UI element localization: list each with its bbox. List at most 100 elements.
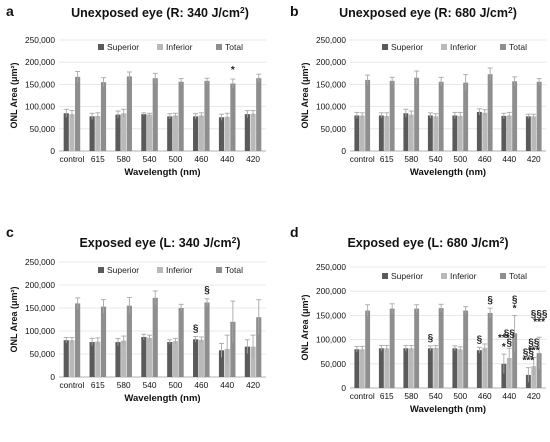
x-tick-label: 615 [91,154,105,164]
chart-title-superscript: 2 [508,5,513,15]
bar-superior-580 [115,342,121,377]
chart-panel-a: a Unexposed eye (R: 340 J/cm2) 0 50,000 100,… [6,3,266,178]
bar-inferior-540 [146,114,153,151]
x-axis-label: Wavelength (nm) [124,393,200,404]
bar-total-440 [512,333,518,388]
bar-total-440 [512,81,518,151]
bar-inferior-440 [506,115,512,151]
bar-superior-540 [141,114,147,151]
bar-total-500 [463,82,469,151]
legend-swatch-superior [98,267,104,273]
bar-inferior-580 [121,113,127,151]
bar-total-540 [438,81,444,151]
x-axis-label: Wavelength (nm) [410,167,486,178]
bar-total-500 [463,310,469,388]
chart-title-superscript: 2 [500,235,505,245]
bar-superior-500 [452,115,458,151]
bar-inferior-615 [95,341,101,377]
chart-panel-d: d Exposed eye (L: 680 J/cm2) 0 50,000 100,00… [290,224,548,415]
x-tick-label: control [59,380,84,390]
x-tick-label: 615 [380,154,394,164]
panel-letter: c [6,224,14,240]
bar-superior-540 [427,115,433,151]
bar-superior-460 [476,350,482,388]
y-tick-label: 150,000 [316,79,346,89]
x-tick-label: 420 [246,154,260,164]
x-tick-label: 500 [453,154,467,164]
bar-total-420 [256,78,262,151]
significance-marker: * [513,303,517,314]
bar-total-500 [178,81,184,151]
bar-superior-500 [452,348,458,388]
chart-title-end: ) [245,6,249,20]
x-tick-label: 440 [502,154,516,164]
bar-total-615 [100,82,107,151]
bar-total-580 [414,77,420,151]
legend-swatch-total [216,267,222,273]
bar-superior-420 [244,114,250,151]
bar-inferior-615 [384,348,390,388]
y-tick-label: 100,000 [25,326,55,336]
legend-swatch-total [216,44,222,50]
chart-title-main: Unexposed eye (R: 340 J/cm [71,6,240,20]
bar-inferior-460 [482,112,488,151]
y-tick-label: 200,000 [316,57,346,67]
chart-title-main: Unexposed eye (R: 680 J/cm [339,6,508,20]
chart-title-end: ) [513,6,517,20]
legend-swatch-inferior [157,267,163,273]
y-tick-label: 50,000 [321,124,347,134]
bar-total-420 [536,81,542,151]
legend-label-inferior: Inferior [166,265,193,275]
bar-superior-460 [193,116,199,151]
chart-title: Unexposed eye (R: 680 J/cm2) [339,5,517,20]
y-axis-label: ONL Area (μm²) [300,294,310,360]
bar-superior-615 [378,115,384,151]
bar-total-460 [204,302,210,377]
bar-superior-500 [167,116,173,151]
bar-inferior-460 [482,347,488,388]
y-tick-label: 0 [50,146,55,156]
x-axis-label: Wavelength (nm) [410,404,486,415]
legend-swatch-inferior [157,44,163,50]
x-tick-label: 440 [220,380,234,390]
legend-label-superior: Superior [107,42,139,52]
significance-marker: §§§ [531,309,548,320]
bar-inferior-control [359,115,365,151]
bar-superior-control [63,340,69,377]
significance-marker: * [502,342,506,353]
y-axis-label: ONL Area (μm²) [9,286,19,352]
significance-marker: *** [528,346,540,357]
y-tick-label: 250,000 [316,35,346,45]
bar-total-control [75,303,81,377]
bar-inferior-460 [198,115,204,151]
x-tick-label: 540 [143,380,157,390]
bar-inferior-580 [408,114,414,151]
bar-superior-420 [525,116,531,151]
y-tick-label: 200,000 [25,280,55,290]
panel-letter: b [290,3,299,19]
legend-swatch-superior [98,44,104,50]
significance-marker: § [204,285,210,296]
y-tick-label: 250,000 [25,257,55,267]
bar-superior-615 [89,116,95,151]
bar-superior-460 [193,339,199,377]
y-tick-label: 0 [341,383,346,393]
significance-marker: § [506,337,512,348]
significance-marker: * [231,65,235,76]
y-tick-label: 50,000 [321,359,347,369]
legend-label-inferior: Inferior [166,42,193,52]
chart-title-superscript: 2 [240,5,245,15]
bar-inferior-440 [224,348,230,377]
bar-superior-control [354,349,360,388]
significance-marker: § [487,295,493,306]
bar-inferior-440 [224,116,230,151]
y-tick-label: 0 [50,372,55,382]
bar-total-615 [389,80,395,151]
chart-title-main: Exposed eye (L: 340 J/cm [79,236,231,250]
x-tick-label: control [350,154,375,164]
panel-letter: d [290,224,299,240]
x-tick-label: 500 [169,380,183,390]
bar-total-460 [487,312,493,388]
y-tick-label: 100,000 [316,102,346,112]
bar-superior-460 [476,111,482,151]
